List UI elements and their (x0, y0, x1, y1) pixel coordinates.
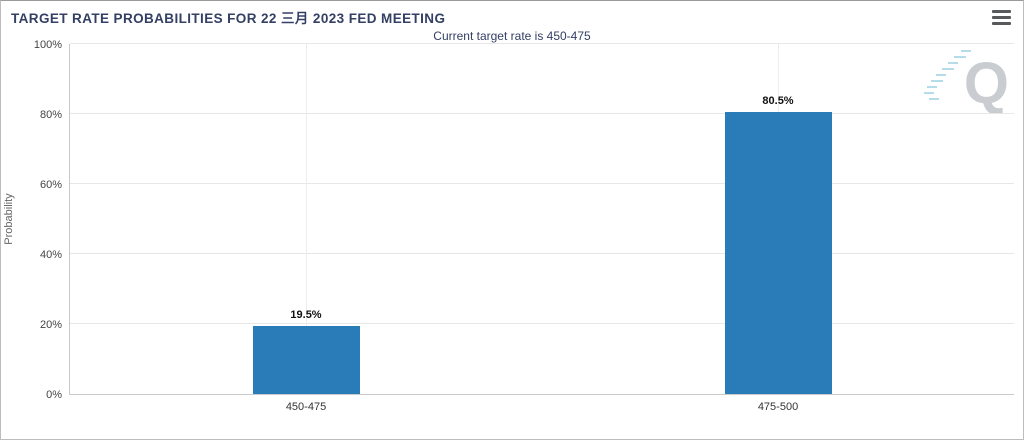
gridline (70, 183, 1014, 184)
x-tick-label: 475-500 (757, 401, 799, 413)
plot-area: 0% 20% 40% 60% 80% 100% 19.5% 450-475 80.5% 475-5… (34, 39, 1014, 413)
vertical-gridline (306, 44, 307, 394)
chart-title: TARGET RATE PROBABILITIES FOR 22 三月 2023… (11, 11, 446, 26)
y-tick-label: 60% (39, 178, 62, 191)
bar-value-label: 80.5% (762, 95, 794, 108)
y-tick-label: 0% (46, 388, 62, 401)
bar-450-475[interactable] (252, 325, 360, 394)
gridline (70, 113, 1014, 114)
y-tick-label: 80% (39, 108, 62, 121)
gridline (70, 43, 1014, 44)
bar-475-500[interactable] (724, 112, 832, 394)
x-tick-label: 450-475 (285, 401, 327, 413)
hamburger-menu-icon[interactable] (992, 10, 1011, 25)
hamburger-bar (992, 10, 1011, 13)
y-tick-label: 40% (39, 248, 62, 261)
hamburger-bar (992, 22, 1011, 25)
chart-subtitle: Current target rate is 450-475 (433, 29, 591, 43)
y-axis-title: Probability (3, 193, 15, 245)
hamburger-bar (992, 16, 1011, 19)
y-tick-label: 20% (39, 318, 62, 331)
bar-value-label: 19.5% (290, 308, 322, 321)
gridline (70, 323, 1014, 324)
gridline (70, 253, 1014, 254)
y-tick-label: 100% (33, 38, 62, 51)
